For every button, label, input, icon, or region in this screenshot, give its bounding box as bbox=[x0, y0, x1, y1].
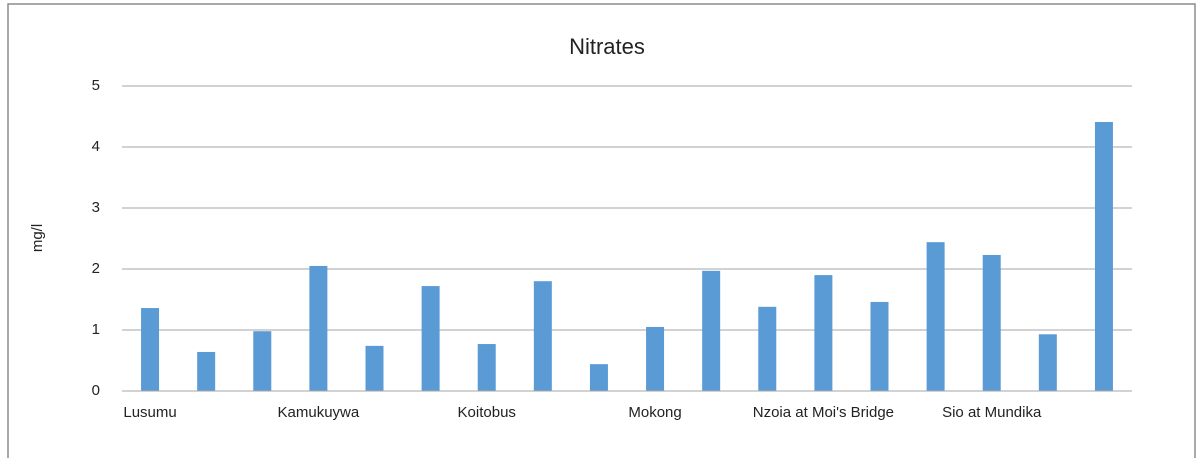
bar bbox=[1094, 121, 1113, 392]
bar bbox=[477, 344, 496, 391]
x-tick-label: Mokong bbox=[628, 404, 681, 421]
bar bbox=[1038, 334, 1057, 391]
y-tick-label: 1 bbox=[92, 321, 100, 338]
bar bbox=[926, 242, 945, 391]
x-tick-label: Kamukuywa bbox=[278, 404, 360, 421]
y-tick-label: 2 bbox=[92, 260, 100, 277]
y-tick-label: 3 bbox=[92, 199, 100, 216]
bar bbox=[702, 270, 721, 391]
bar bbox=[870, 301, 889, 391]
bar bbox=[533, 281, 552, 391]
bar bbox=[421, 286, 440, 391]
bar bbox=[646, 326, 665, 391]
x-tick-label: Lusumu bbox=[123, 404, 176, 421]
bar bbox=[814, 275, 833, 391]
x-tick-label: Nzoia at Moi's Bridge bbox=[753, 404, 894, 421]
bar bbox=[589, 364, 608, 391]
x-tick-label: Koitobus bbox=[458, 404, 516, 421]
bar bbox=[253, 331, 272, 391]
bar bbox=[141, 308, 160, 391]
bar bbox=[365, 345, 384, 391]
bar bbox=[309, 265, 328, 391]
y-axis-label: mg/l bbox=[29, 224, 46, 252]
chart-title: Nitrates bbox=[569, 34, 645, 59]
y-tick-label: 0 bbox=[92, 382, 100, 399]
bar bbox=[197, 351, 216, 391]
y-tick-label: 5 bbox=[92, 77, 100, 94]
bar bbox=[982, 254, 1001, 391]
bar bbox=[758, 306, 777, 391]
y-tick-label: 4 bbox=[92, 138, 100, 155]
x-tick-label: Sio at Mundika bbox=[942, 404, 1042, 421]
